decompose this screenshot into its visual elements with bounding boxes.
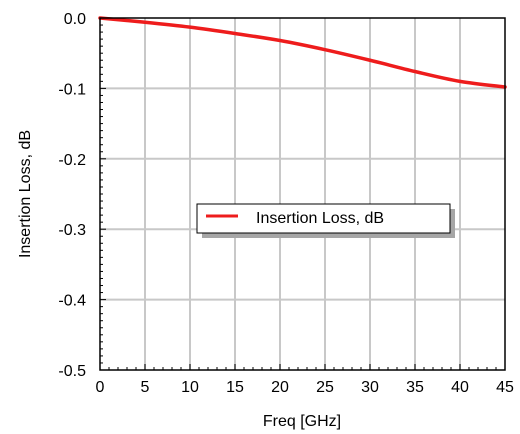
x-tick-label: 30 bbox=[361, 379, 379, 396]
y-tick-label: -0.5 bbox=[58, 363, 86, 380]
y-tick-label: -0.4 bbox=[58, 293, 86, 310]
x-tick-label: 20 bbox=[271, 379, 289, 396]
x-tick-label: 45 bbox=[496, 379, 514, 396]
y-tick-label: 0.0 bbox=[64, 11, 86, 28]
legend-series-label: Insertion Loss, dB bbox=[256, 210, 384, 227]
y-tick-label: -0.2 bbox=[58, 152, 86, 169]
y-tick-labels: 0.0 -0.1 -0.2 -0.3 -0.4 -0.5 bbox=[58, 11, 86, 380]
x-tick-label: 15 bbox=[226, 379, 244, 396]
x-tick-label: 25 bbox=[316, 379, 334, 396]
legend-box bbox=[196, 203, 451, 234]
series-layer bbox=[98, 16, 507, 89]
plot-frame bbox=[99, 17, 506, 371]
plot-area bbox=[100, 18, 505, 370]
x-tick-label: 10 bbox=[181, 379, 199, 396]
series-line-insertion-loss bbox=[98, 16, 507, 89]
x-tick-label: 35 bbox=[406, 379, 424, 396]
y-tick-label: -0.1 bbox=[58, 81, 86, 98]
legend: Insertion Loss, dB bbox=[196, 203, 455, 238]
x-axis-label: Freq [GHz] bbox=[263, 413, 341, 430]
x-tick-label: 5 bbox=[141, 379, 150, 396]
x-tick-label: 40 bbox=[451, 379, 469, 396]
x-tick-labels: 0 5 10 15 20 25 30 35 40 45 bbox=[96, 379, 514, 396]
y-tick-label: -0.3 bbox=[58, 222, 86, 239]
x-tick-label: 0 bbox=[96, 379, 105, 396]
y-axis-label: Insertion Loss, dB bbox=[17, 130, 34, 258]
